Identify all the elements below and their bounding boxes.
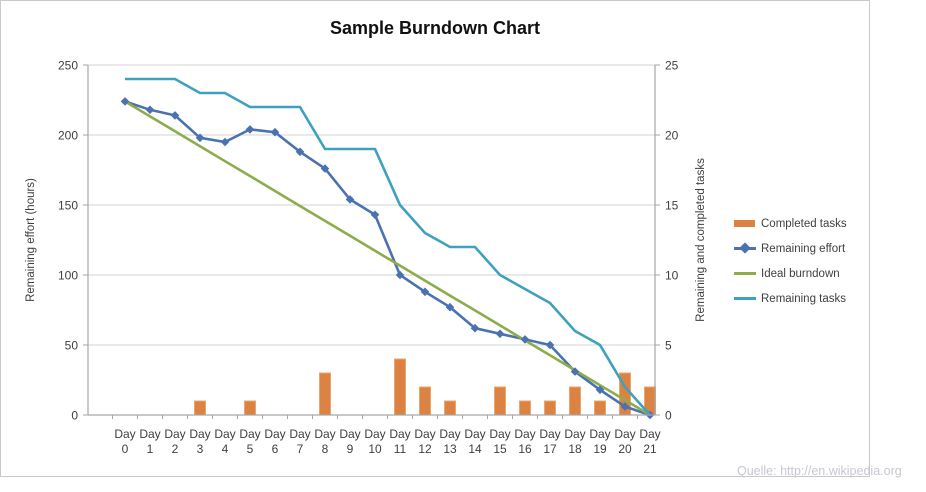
bar-completed-day-11: [394, 358, 406, 416]
marker-day-15: [495, 329, 505, 339]
legend-item-remaining-tasks: Remaining tasks: [734, 286, 847, 311]
right-tick-label: 25: [665, 59, 679, 73]
x-tick-label: Day 9: [339, 427, 360, 456]
marker-day-5: [245, 125, 255, 134]
x-tick-label: Day 3: [189, 427, 210, 456]
x-tick-label: Day 7: [289, 427, 310, 456]
marker-day-14: [470, 323, 480, 333]
marker-day-7: [295, 147, 305, 157]
remaining-effort-markers: [120, 97, 655, 420]
bar-completed-day-15: [494, 386, 506, 416]
x-tick-label: Day 10: [364, 427, 385, 456]
x-tick-label: Day 18: [564, 427, 585, 456]
legend-label: Ideal burndown: [761, 267, 840, 280]
x-tick-label: Day 11: [389, 427, 410, 456]
marker-day-10: [370, 210, 380, 220]
x-tick-label: Day 20: [614, 427, 635, 456]
marker-day-4: [220, 137, 230, 147]
x-tick-label: Day 13: [439, 427, 460, 456]
left-tick-label: 100: [58, 269, 78, 283]
marker-day-12: [420, 287, 430, 297]
bar-completed-day-3: [194, 400, 206, 416]
legend-label: Remaining effort: [761, 242, 846, 255]
right-tick-label: 15: [665, 199, 679, 213]
x-tick-label: Day 5: [239, 427, 260, 456]
line-remaining-tasks: [125, 77, 651, 416]
remaining-effort-swatch-icon: [734, 242, 756, 254]
line-remaining-effort: [124, 100, 651, 417]
x-tick-label: Day 4: [214, 427, 235, 456]
legend-label: Remaining tasks: [761, 292, 847, 305]
source-watermark: Quelle: http://en.wikipedia.org: [737, 464, 902, 478]
marker-day-11: [395, 270, 405, 280]
axes: [83, 64, 660, 419]
ideal-burndown-swatch-icon: [734, 269, 756, 278]
bar-completed-day-5: [244, 400, 256, 416]
x-tick-label: Day 16: [514, 427, 535, 456]
legend: Completed tasks Remaining effort Ideal b…: [734, 211, 847, 311]
legend-item-ideal-burndown: Ideal burndown: [734, 261, 847, 286]
right-tick-label: 0: [665, 409, 672, 423]
legend-label: Completed tasks: [761, 217, 847, 230]
bar-completed-day-12: [419, 386, 431, 416]
chart-frame: [0, 0, 870, 477]
remaining-tasks-swatch-icon: [734, 294, 756, 303]
marker-day-9: [345, 195, 355, 204]
x-tick-label: Day 6: [264, 427, 285, 456]
marker-day-3: [195, 133, 205, 143]
x-tick-label: Day 15: [489, 427, 510, 456]
right-tick-label: 5: [665, 339, 672, 353]
x-tick-label: Day 1: [139, 427, 160, 456]
marker-day-18: [570, 367, 580, 376]
x-tick-label: Day 2: [164, 427, 185, 456]
marker-day-0: [120, 97, 130, 106]
marker-day-13: [445, 302, 455, 312]
right-tick-label: 20: [665, 129, 679, 143]
chart-title: Sample Burndown Chart: [329, 18, 540, 38]
marker-day-19: [595, 385, 605, 395]
x-tick-label: Day 21: [639, 427, 660, 456]
left-tick-label: 150: [58, 199, 78, 213]
left-axis-title: Remaining effort (hours): [25, 178, 37, 302]
bar-completed-day-13: [444, 400, 456, 416]
marker-day-17: [545, 340, 555, 350]
gridlines: [88, 64, 655, 346]
bar-completed-day-17: [544, 400, 556, 416]
right-axis-title: Remaining and completed tasks: [695, 158, 707, 322]
completed-tasks-bars: [194, 358, 656, 416]
bar-completed-day-18: [569, 386, 581, 416]
bar-completed-day-16: [519, 400, 531, 416]
marker-day-6: [270, 127, 280, 137]
x-tick-label: Day 12: [414, 427, 435, 456]
right-tick-label: 10: [665, 269, 679, 283]
left-tick-label: 250: [58, 59, 78, 73]
marker-day-1: [145, 105, 155, 115]
marker-day-16: [520, 335, 530, 344]
completed-tasks-swatch-icon: [734, 219, 756, 228]
marker-day-2: [170, 111, 180, 120]
left-tick-label: 50: [65, 339, 79, 353]
x-tick-label: Day 17: [539, 427, 560, 456]
bar-completed-day-19: [594, 400, 606, 416]
line-ideal-burndown: [124, 100, 651, 417]
legend-item-remaining-effort: Remaining effort: [734, 236, 847, 261]
legend-item-completed-tasks: Completed tasks: [734, 211, 847, 236]
x-tick-label: Day 19: [589, 427, 610, 456]
x-tick-label: Day 14: [464, 427, 485, 456]
left-tick-label: 200: [58, 129, 78, 143]
x-tick-label: Day 8: [314, 427, 335, 456]
marker-day-20: [620, 402, 630, 411]
bar-completed-day-8: [319, 372, 331, 416]
marker-day-8: [320, 164, 330, 173]
x-tick-label: Day 0: [114, 427, 135, 456]
left-tick-label: 0: [71, 409, 78, 423]
